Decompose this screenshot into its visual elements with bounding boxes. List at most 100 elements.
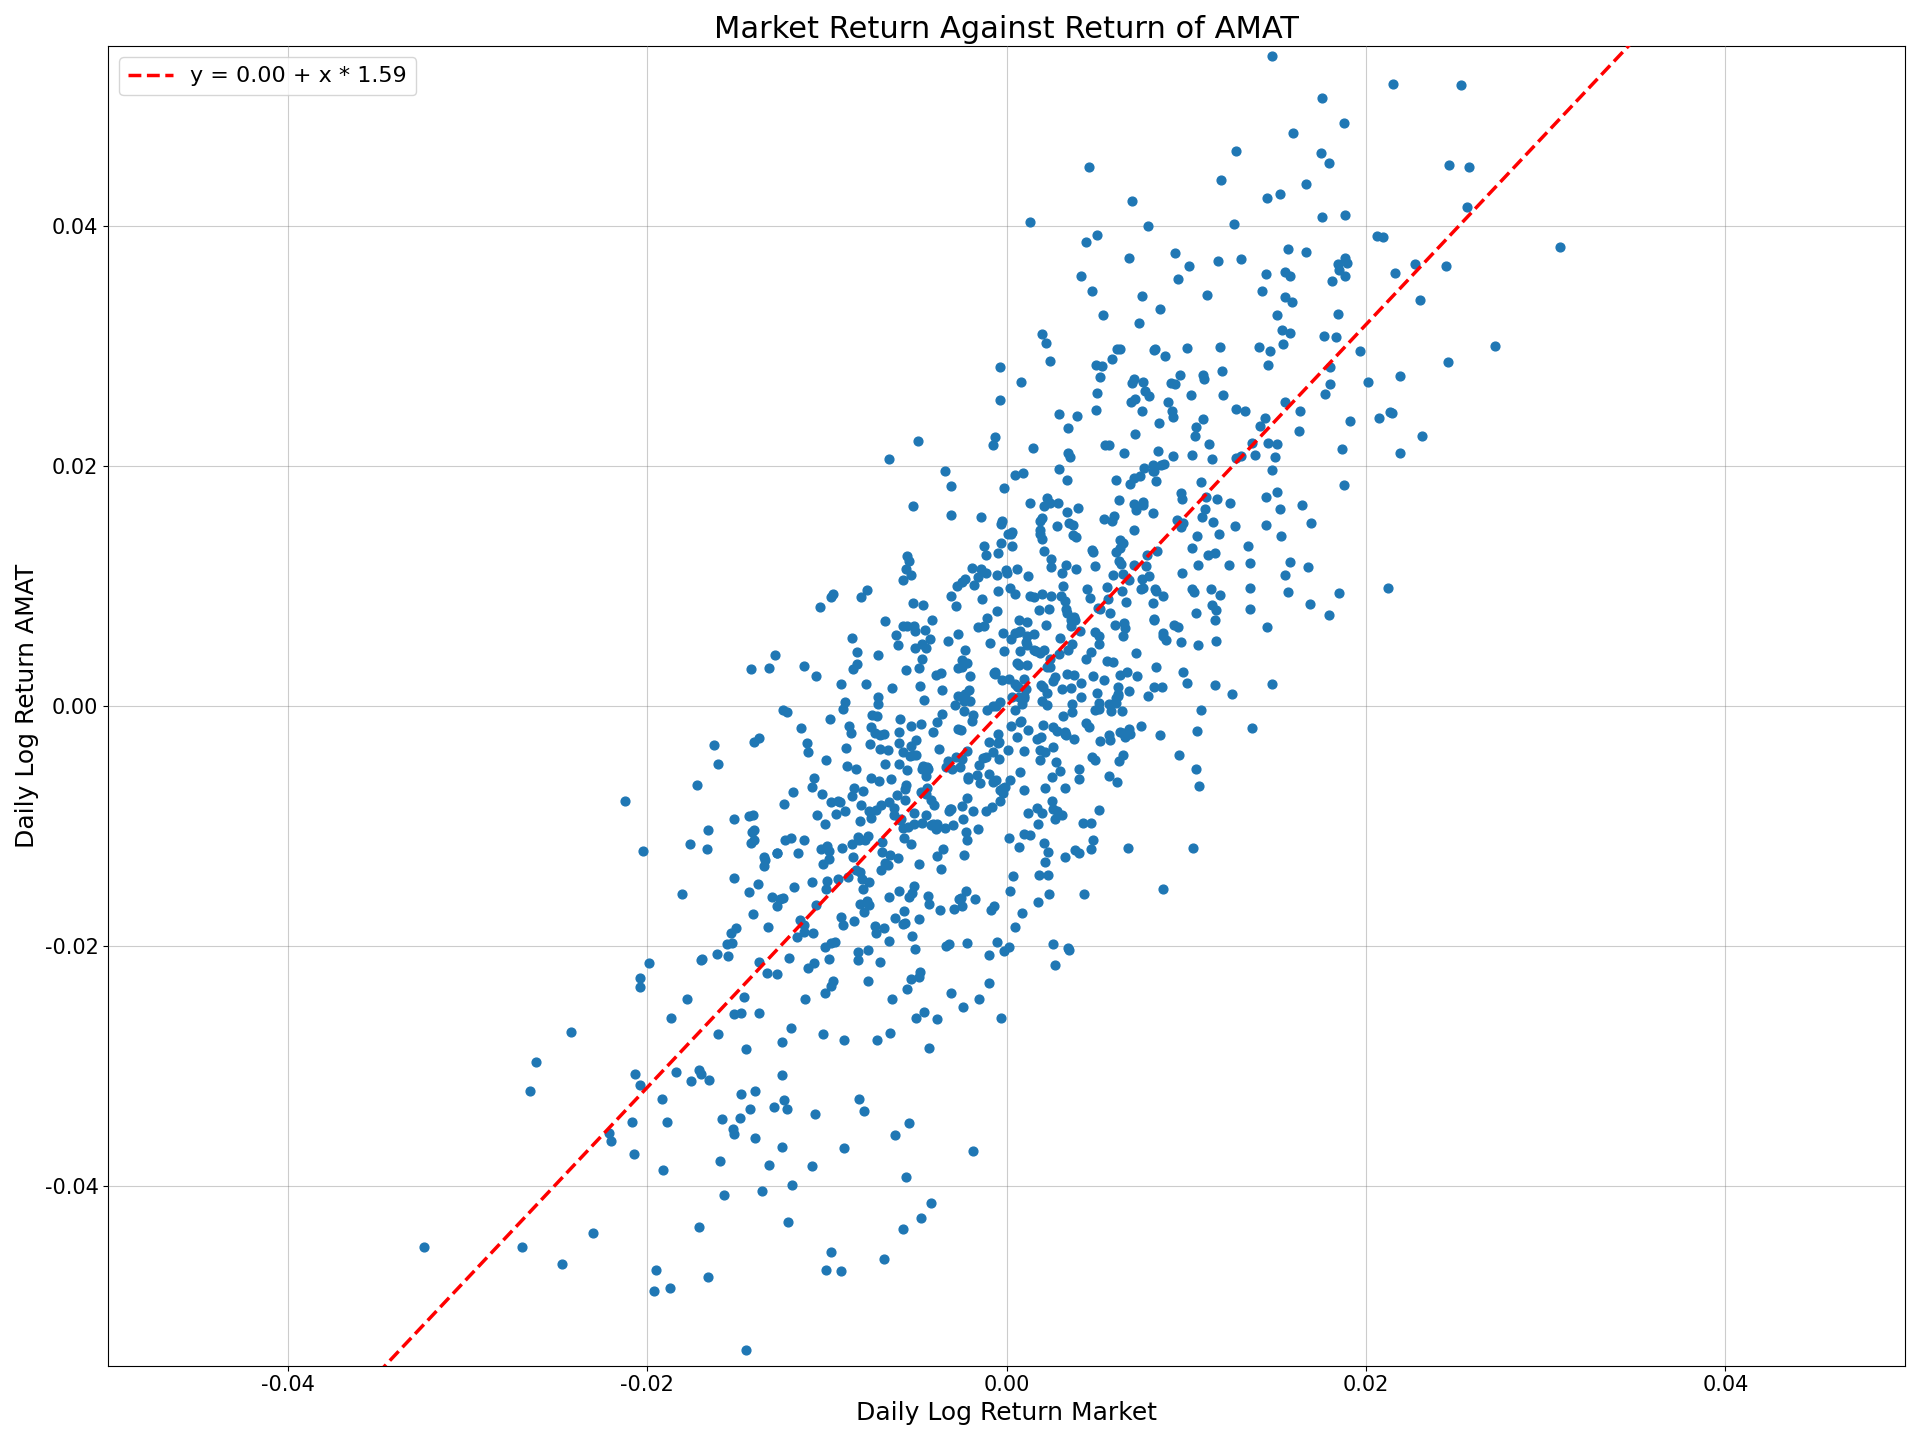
- Point: [860, 922, 891, 945]
- Point: [947, 894, 977, 917]
- Point: [1225, 444, 1256, 467]
- Point: [1060, 664, 1091, 687]
- Point: [1010, 631, 1041, 654]
- Point: [906, 648, 937, 671]
- Point: [520, 1051, 551, 1074]
- Point: [1221, 446, 1252, 469]
- Point: [906, 811, 937, 834]
- Point: [952, 786, 983, 809]
- Point: [1052, 936, 1083, 959]
- Point: [1031, 851, 1062, 874]
- Point: [1000, 582, 1031, 605]
- Point: [1375, 400, 1405, 423]
- Point: [847, 868, 877, 891]
- Point: [703, 1022, 733, 1045]
- Point: [906, 780, 937, 804]
- Point: [797, 775, 828, 798]
- Point: [1140, 337, 1171, 360]
- Point: [962, 566, 993, 589]
- Point: [1164, 363, 1194, 386]
- Point: [1004, 639, 1035, 662]
- Point: [1294, 592, 1325, 615]
- Point: [893, 816, 924, 840]
- Point: [943, 622, 973, 645]
- Point: [1083, 632, 1114, 655]
- Point: [626, 1074, 657, 1097]
- Point: [1098, 649, 1129, 672]
- Point: [1221, 397, 1252, 420]
- Point: [866, 858, 897, 881]
- Point: [1156, 399, 1187, 422]
- Point: [1108, 624, 1139, 647]
- Point: [879, 906, 910, 929]
- Point: [952, 765, 983, 788]
- Point: [1046, 575, 1077, 598]
- Point: [985, 747, 1016, 770]
- Point: [766, 1031, 797, 1054]
- Point: [755, 1153, 785, 1176]
- Point: [870, 753, 900, 776]
- Point: [837, 626, 868, 649]
- Point: [843, 828, 874, 851]
- Point: [1117, 372, 1148, 395]
- Point: [1137, 459, 1167, 482]
- Point: [895, 744, 925, 768]
- Point: [831, 736, 862, 759]
- Point: [766, 1136, 797, 1159]
- Point: [927, 701, 958, 724]
- Point: [755, 657, 785, 680]
- Point: [1290, 173, 1321, 196]
- Point: [1008, 778, 1039, 801]
- Point: [826, 791, 856, 814]
- Point: [1021, 891, 1052, 914]
- Point: [918, 812, 948, 835]
- Point: [1027, 713, 1058, 736]
- Point: [1104, 536, 1135, 559]
- Point: [810, 936, 841, 959]
- Point: [1104, 528, 1135, 552]
- Point: [1096, 347, 1127, 370]
- Point: [1081, 382, 1112, 405]
- Point: [616, 1110, 647, 1133]
- Point: [1171, 671, 1202, 694]
- Point: [1181, 415, 1212, 438]
- Point: [785, 909, 816, 932]
- Point: [1020, 586, 1050, 609]
- Point: [1165, 481, 1196, 504]
- Point: [1308, 324, 1338, 347]
- Point: [739, 819, 770, 842]
- Point: [847, 586, 877, 609]
- Point: [962, 616, 993, 639]
- Point: [555, 1021, 586, 1044]
- Point: [996, 534, 1027, 557]
- Point: [835, 721, 866, 744]
- Point: [989, 776, 1020, 799]
- Point: [1066, 685, 1096, 708]
- Point: [1144, 412, 1175, 435]
- Point: [952, 740, 983, 763]
- Point: [641, 1259, 672, 1282]
- Point: [843, 949, 874, 972]
- Point: [1035, 491, 1066, 514]
- Point: [1108, 743, 1139, 766]
- Point: [739, 828, 770, 851]
- Point: [810, 812, 841, 835]
- Point: [1083, 697, 1114, 720]
- Point: [1190, 485, 1221, 508]
- Point: [758, 1096, 789, 1119]
- Point: [739, 1126, 770, 1149]
- Point: [987, 780, 1018, 804]
- Point: [1023, 812, 1054, 835]
- Point: [1344, 340, 1375, 363]
- Point: [647, 1087, 678, 1110]
- Point: [1083, 625, 1114, 648]
- Point: [826, 837, 856, 860]
- Point: [1275, 550, 1306, 573]
- Point: [1004, 609, 1035, 632]
- Point: [862, 685, 893, 708]
- Point: [1165, 516, 1196, 539]
- Point: [660, 1061, 691, 1084]
- Point: [1012, 654, 1043, 677]
- Point: [801, 804, 831, 827]
- Point: [747, 1179, 778, 1202]
